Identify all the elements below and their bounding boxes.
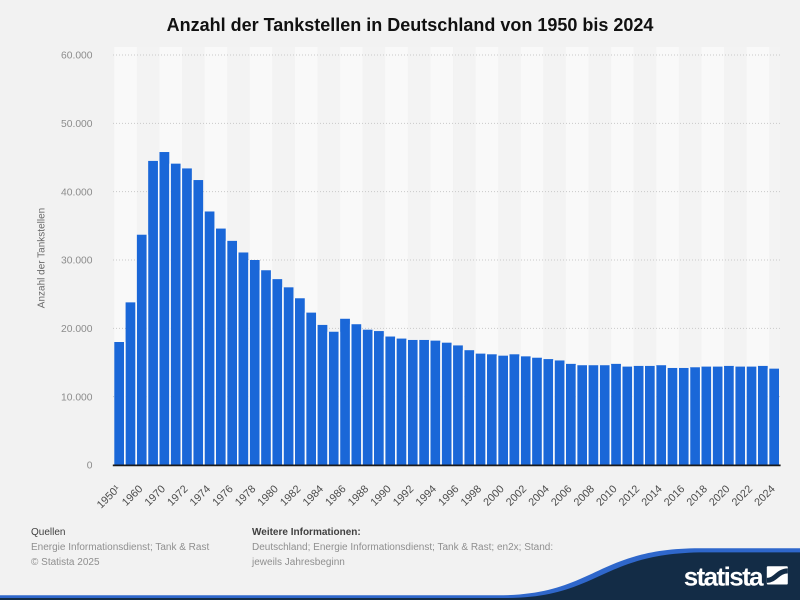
svg-text:statista: statista (684, 562, 764, 592)
svg-text:30.000: 30.000 (61, 256, 93, 267)
svg-text:60.000: 60.000 (61, 51, 93, 62)
svg-text:20.000: 20.000 (61, 324, 93, 335)
svg-text:0: 0 (87, 461, 93, 472)
svg-text:40.000: 40.000 (61, 187, 93, 198)
svg-text:10.000: 10.000 (61, 392, 93, 403)
svg-text:50.000: 50.000 (61, 119, 93, 130)
svg-text:Anzahl der Tankstellen: Anzahl der Tankstellen (37, 208, 48, 308)
